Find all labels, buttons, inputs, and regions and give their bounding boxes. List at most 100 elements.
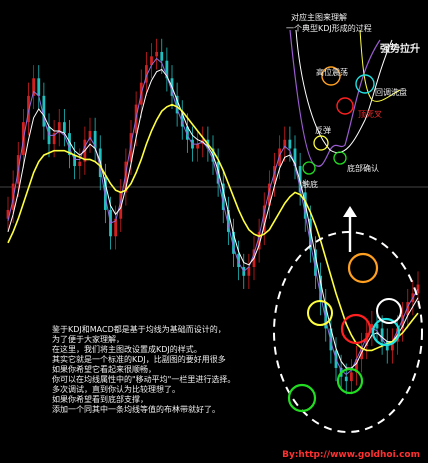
candle-body xyxy=(298,166,302,193)
circle-wash xyxy=(371,317,401,347)
circle-bounce xyxy=(307,300,333,326)
inset-circle-top-cross xyxy=(336,97,354,115)
candle-body xyxy=(293,148,297,167)
candle-body xyxy=(88,130,92,140)
candle-body xyxy=(93,130,97,149)
candle-body xyxy=(401,315,405,329)
candle-body xyxy=(355,359,358,373)
candle-body xyxy=(6,209,10,219)
bounce-label: 反弹 xyxy=(315,126,331,135)
candle-body xyxy=(155,51,159,57)
candle-body xyxy=(324,302,328,329)
divergence-label: 底部确认 xyxy=(347,164,379,173)
dashed-highlight-ellipse xyxy=(273,231,423,433)
candle-body xyxy=(283,139,287,149)
candle-body xyxy=(221,183,225,210)
candle-body xyxy=(232,231,235,254)
inset-circle-high-shock xyxy=(321,66,341,86)
candle-body xyxy=(103,177,107,210)
candle-body xyxy=(314,249,317,276)
note-line: 鉴于KDJ和MACD都是基于均线为基础而设计的， xyxy=(52,325,226,334)
series-line-ma-slow xyxy=(7,103,419,352)
note-line: 添加一个同其中一条均线等值的布林带就好了。 xyxy=(52,405,220,414)
candle-body xyxy=(319,275,323,303)
candle-body xyxy=(160,51,164,61)
series-line-ma-fast xyxy=(7,57,419,376)
circle-high-shock xyxy=(347,252,379,284)
candle-body xyxy=(78,161,82,167)
candle-body xyxy=(114,218,118,237)
up-arrow-head xyxy=(343,206,357,217)
candle-body xyxy=(288,139,292,149)
high-shock-label: 高位震荡 xyxy=(316,68,348,77)
notes-block: 鉴于KDJ和MACD都是基于均线为基础而设计的， 为了便于大家理解， 在这里，我… xyxy=(52,325,235,415)
candle-body xyxy=(57,122,61,134)
candle-body xyxy=(237,253,241,267)
kdj-inset-diagram xyxy=(289,29,401,175)
circle-bottom-1 xyxy=(287,383,317,413)
bottoming-label: 触底 xyxy=(302,180,318,189)
candle-body xyxy=(375,324,379,329)
inset-circle-bounce xyxy=(313,135,329,151)
candle-body xyxy=(119,192,123,219)
candle-body xyxy=(185,126,189,140)
candle-body xyxy=(226,209,230,232)
top-cross-label: 顶死叉 xyxy=(358,110,382,119)
inset-title-1: 对应主图来理解 xyxy=(291,13,347,22)
candle-body xyxy=(406,302,410,316)
candle-body xyxy=(27,95,30,123)
candle-body xyxy=(150,56,153,66)
candle-body xyxy=(180,113,184,127)
footer-credit: By:http://www.goldhoi.com xyxy=(282,450,420,460)
inset-circle-wash xyxy=(355,74,375,94)
candle-body xyxy=(144,65,148,83)
note-line: 多次调试，直到你认为比较理想了。 xyxy=(52,385,180,394)
note-line: 在这里，我们将主图改设置成KDJ的样式。 xyxy=(52,345,202,354)
candle-body xyxy=(278,148,282,167)
note-line: 如果你希望看到底部支撑， xyxy=(52,395,148,404)
candle-body xyxy=(62,122,66,134)
candle-body xyxy=(196,144,200,149)
candle-body xyxy=(52,133,56,145)
candle-body xyxy=(257,231,261,250)
candle-body xyxy=(380,328,384,342)
circle-top-cross xyxy=(340,313,372,345)
candle-body xyxy=(175,95,179,114)
inset-k-line xyxy=(289,29,381,167)
candle-body xyxy=(73,155,77,167)
candle-body xyxy=(416,284,420,294)
candle-body xyxy=(165,60,169,79)
inset-j-line xyxy=(359,29,401,102)
candle-body xyxy=(262,205,266,232)
note-line: 为了便于大家理解， xyxy=(52,335,124,344)
circle-white xyxy=(376,298,402,324)
inset-title-2: 一个典型KDJ形成的过程 xyxy=(286,24,372,33)
strong-up-label: 强势拉升 xyxy=(380,44,420,55)
candle-body xyxy=(344,376,348,382)
candle-body xyxy=(308,218,312,250)
series-line-ma-mid xyxy=(7,68,419,369)
candle-body xyxy=(37,78,41,96)
candle-body xyxy=(216,161,220,184)
candle-body xyxy=(247,267,251,276)
candle-body xyxy=(32,78,36,96)
candle-body xyxy=(68,133,71,156)
note-line: 如果你希望它看起来很顺畅， xyxy=(52,365,156,374)
candle-body xyxy=(390,341,394,351)
wash-label: 回调洗盘 xyxy=(375,88,407,97)
candle-body xyxy=(273,166,276,184)
candle-body xyxy=(349,372,353,382)
note-line: 其实它就是一个标准的KDJ，比副图的要好用很多 xyxy=(52,355,226,364)
inset-circle-bottom xyxy=(302,161,316,175)
inset-d-line xyxy=(295,29,393,153)
candle-body xyxy=(124,161,128,193)
note-line: 你可以在均线属性中的"移动平均"一栏里进行选择。 xyxy=(52,375,236,384)
candle-body xyxy=(42,95,46,127)
candle-body xyxy=(129,133,133,162)
circle-bottom-2 xyxy=(336,367,364,395)
candle-body xyxy=(267,183,271,206)
inset-circle-divergence xyxy=(333,151,347,165)
signal-circles-group xyxy=(287,252,402,413)
